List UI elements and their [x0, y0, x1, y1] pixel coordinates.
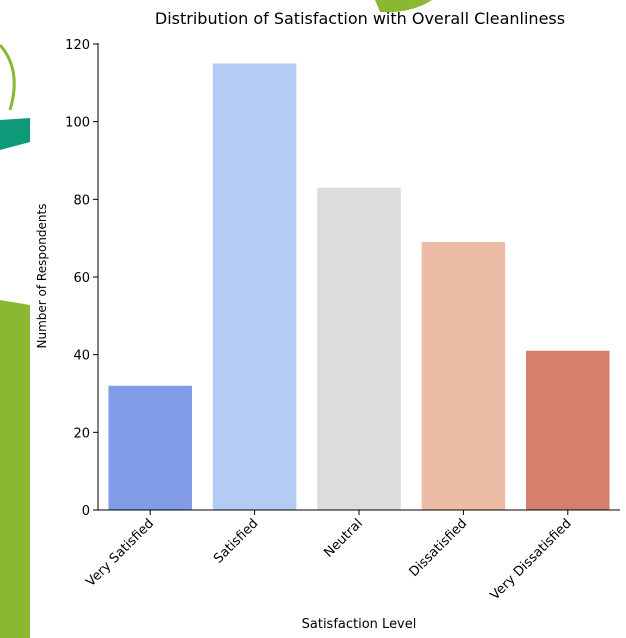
bar [317, 187, 401, 510]
y-tick-label: 40 [73, 349, 90, 364]
bar [108, 385, 192, 510]
decor-shape [375, 0, 432, 13]
bar [421, 242, 506, 511]
decor-shape [0, 300, 30, 638]
y-tick-label: 120 [65, 38, 90, 53]
x-axis-label: Satisfaction Level [302, 617, 417, 632]
y-tick-label: 60 [73, 271, 90, 286]
decor-shape [0, 44, 16, 111]
y-tick-label: 0 [82, 504, 90, 519]
bar [526, 350, 610, 510]
y-tick-label: 100 [65, 116, 90, 131]
chart-title: Distribution of Satisfaction with Overal… [155, 9, 565, 28]
decor-shape [0, 118, 30, 150]
y-axis-label: Number of Respondents [35, 204, 49, 349]
bar [212, 63, 297, 511]
y-tick-label: 20 [73, 426, 90, 441]
y-tick-label: 80 [73, 193, 90, 208]
